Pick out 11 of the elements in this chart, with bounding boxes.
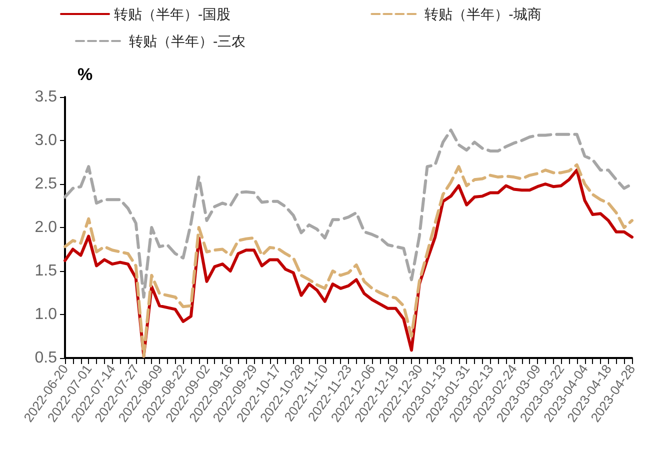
y-tick-label: 1.0 — [34, 306, 58, 323]
y-tick-label: 2.0 — [34, 219, 58, 236]
y-tick-label: 3.5 — [34, 88, 58, 106]
y-axis-title: % — [77, 65, 93, 84]
y-tick-label: 0.5 — [34, 350, 58, 366]
legend-label: 转贴（半年）-三农 — [129, 33, 246, 49]
y-tick-label: 3.0 — [34, 132, 58, 149]
y-tick-label: 2.5 — [34, 176, 58, 192]
y-tick-label: 1.5 — [34, 262, 58, 280]
legend-label: 转贴（半年）-国股 — [114, 6, 231, 22]
legend-label: 转贴（半年）-城商 — [424, 6, 542, 22]
